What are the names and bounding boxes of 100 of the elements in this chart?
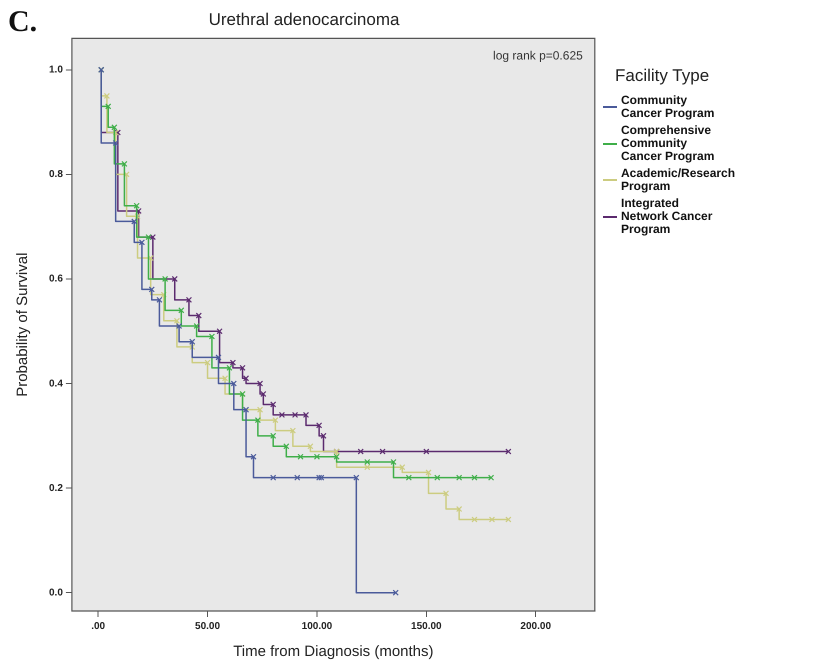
point <box>406 474 412 481</box>
point <box>316 474 322 481</box>
point <box>456 506 462 512</box>
y-tick-label: 0.8 <box>48 169 64 180</box>
point <box>442 490 450 496</box>
point <box>178 307 184 314</box>
point <box>294 474 300 481</box>
point <box>189 338 196 345</box>
point <box>334 454 340 460</box>
y-tick-label: 1.0 <box>48 64 64 76</box>
point <box>256 406 264 413</box>
point <box>353 474 360 481</box>
point <box>297 454 304 460</box>
point <box>124 171 130 178</box>
point <box>121 160 128 167</box>
point <box>222 375 228 382</box>
x-tick-label: 150.00 <box>411 620 442 632</box>
legend-label: Comprehensive Community Cancer Program <box>621 123 716 163</box>
point <box>423 448 430 455</box>
point <box>392 590 399 596</box>
point <box>162 276 168 282</box>
point <box>112 140 119 146</box>
point <box>488 474 494 481</box>
point <box>242 375 250 382</box>
point <box>380 448 386 455</box>
point <box>292 412 298 418</box>
y-tick-label: 0.4 <box>48 378 64 390</box>
point <box>316 422 322 428</box>
point <box>208 333 215 340</box>
y-tick-label: 0.6 <box>48 274 64 285</box>
point <box>131 218 138 224</box>
point <box>242 406 250 413</box>
point <box>254 417 261 424</box>
point <box>239 364 246 371</box>
point <box>320 432 327 439</box>
x-tick-label: 100.00 <box>302 620 333 632</box>
point <box>488 516 496 523</box>
point <box>505 516 512 523</box>
point <box>145 234 152 240</box>
point <box>399 464 406 470</box>
point <box>390 458 397 466</box>
point <box>134 213 141 220</box>
point <box>250 454 257 460</box>
legend-label: Community Cancer Program <box>621 93 716 120</box>
x-tick-label: .00 <box>91 620 106 632</box>
point <box>196 312 202 319</box>
point <box>270 474 276 481</box>
point <box>194 322 200 330</box>
point <box>256 380 264 387</box>
legend-label: Academic/Research Program <box>621 166 736 193</box>
text: C. <box>8 4 38 38</box>
point <box>160 292 167 298</box>
point <box>290 428 296 434</box>
chart-title: Urethral adenocarcinoma <box>208 10 400 29</box>
point <box>136 208 142 214</box>
point <box>230 380 237 387</box>
legend-title: Facility Type <box>615 66 710 86</box>
point <box>186 296 192 303</box>
point <box>358 448 364 455</box>
point <box>302 412 310 418</box>
x-tick-label: 200.00 <box>520 620 552 632</box>
point <box>505 448 512 455</box>
point <box>138 239 145 246</box>
point <box>156 296 162 303</box>
point <box>176 322 182 330</box>
point <box>105 103 112 110</box>
point <box>425 469 432 476</box>
point <box>283 443 290 450</box>
point <box>150 234 156 240</box>
point <box>174 318 180 324</box>
point <box>307 443 314 450</box>
annotation: log rank p=0.625 <box>493 48 584 63</box>
point <box>204 360 211 366</box>
y-tick-label: 0.2 <box>48 482 64 494</box>
point <box>215 354 222 360</box>
point <box>278 412 286 418</box>
legend-label: Integrated Network Cancer Program <box>621 196 714 236</box>
point <box>318 474 324 481</box>
point <box>111 124 118 130</box>
point <box>434 474 440 481</box>
point <box>134 202 140 209</box>
x-axis-title: Time from Diagnosis (months) <box>233 643 434 660</box>
point <box>456 474 462 481</box>
point <box>104 92 110 99</box>
point <box>364 464 370 470</box>
point <box>148 286 155 292</box>
point <box>148 254 154 262</box>
y-tick-label: 0.0 <box>48 587 64 598</box>
point <box>270 401 276 408</box>
point <box>189 344 196 350</box>
point <box>272 417 278 424</box>
point <box>226 364 232 371</box>
point <box>314 454 320 460</box>
point <box>471 474 478 481</box>
point <box>260 390 266 398</box>
point <box>230 360 236 366</box>
point <box>471 516 478 523</box>
x-tick-label: 50.00 <box>195 620 220 632</box>
point <box>270 432 276 439</box>
point <box>216 328 223 334</box>
